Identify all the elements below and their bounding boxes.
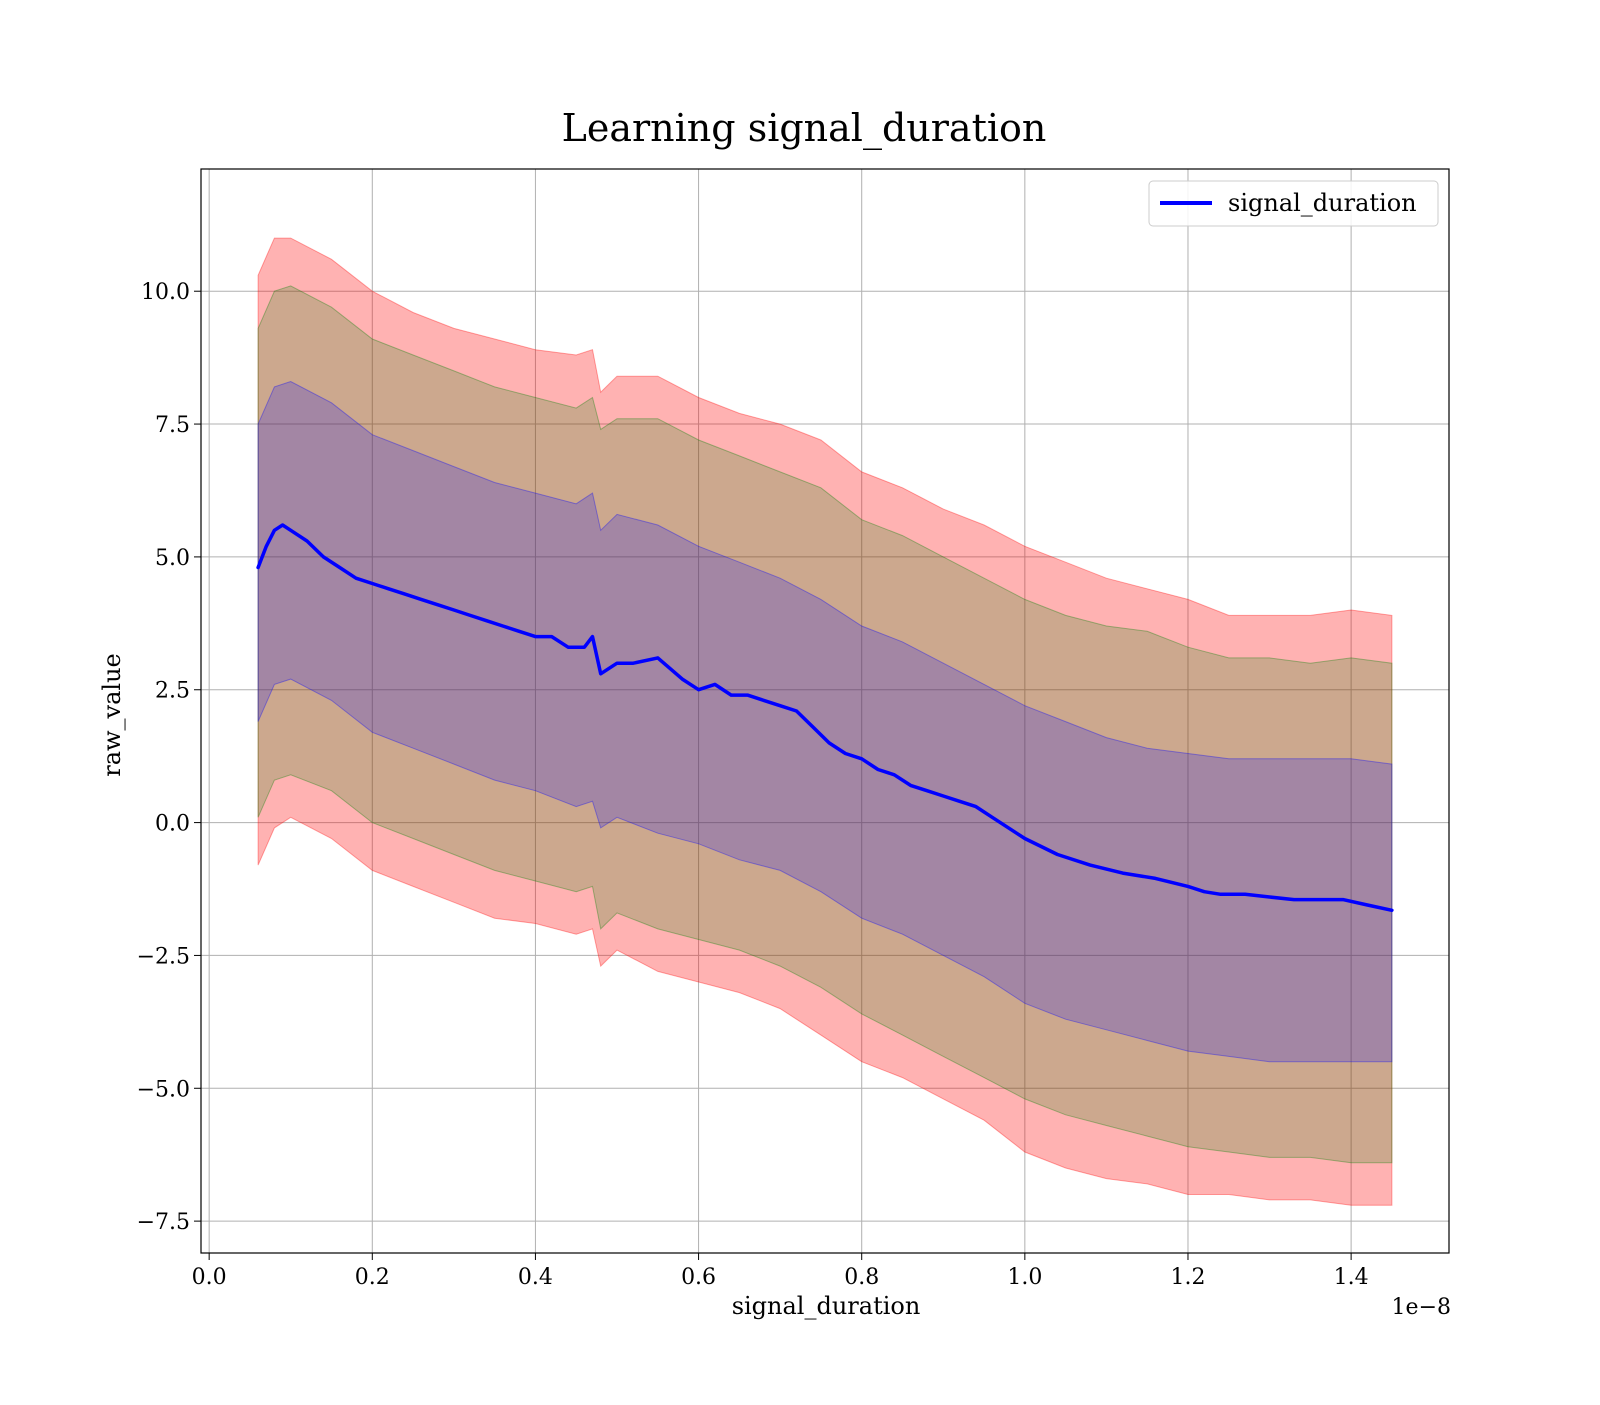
x-tick-label: 1.0 xyxy=(1007,1265,1042,1290)
series-line xyxy=(256,523,1394,913)
y-axis-label: raw_value xyxy=(98,653,126,777)
y-axis-ticks: −7.5 −5.0 −2.5 0.0 2.5 5.0 7.5 10.0 xyxy=(137,280,201,1235)
series-lines xyxy=(256,523,1394,913)
confidence-bands xyxy=(257,237,1393,1206)
y-tick-label: 0.0 xyxy=(155,812,190,837)
x-tick-label: 0.0 xyxy=(192,1265,227,1290)
y-tick-label: 5.0 xyxy=(155,546,190,571)
chart-title: Learning signal_duration xyxy=(562,106,1047,151)
x-tick-label: 0.8 xyxy=(844,1265,879,1290)
y-tick-label: −2.5 xyxy=(137,944,190,969)
grid xyxy=(201,169,1449,1253)
legend-label: signal_duration xyxy=(1228,189,1417,217)
legend-box xyxy=(1148,180,1439,227)
y-tick-label: 2.5 xyxy=(155,679,190,704)
x-axis-offset-label: 1e−8 xyxy=(1392,1295,1451,1320)
x-axis-ticks: 0.0 0.2 0.4 0.6 0.8 1.0 1.2 1.4 xyxy=(192,1253,1369,1290)
x-tick-label: 0.2 xyxy=(355,1265,390,1290)
legend: signal_duration xyxy=(1148,180,1439,227)
band-area xyxy=(257,237,1393,1206)
x-tick-label: 0.6 xyxy=(681,1265,716,1290)
y-tick-label: 7.5 xyxy=(155,413,190,438)
x-tick-label: 1.2 xyxy=(1170,1265,1205,1290)
y-tick-label: 10.0 xyxy=(141,280,190,305)
x-axis-label: signal_duration xyxy=(732,1292,921,1320)
band-area xyxy=(257,285,1393,1164)
x-tick-label: 1.4 xyxy=(1334,1265,1369,1290)
y-tick-label: −7.5 xyxy=(137,1210,190,1235)
x-tick-label: 0.4 xyxy=(518,1265,553,1290)
y-tick-label: −5.0 xyxy=(137,1077,190,1102)
band-area xyxy=(257,380,1393,1063)
plot-area-frame xyxy=(200,168,1450,1254)
